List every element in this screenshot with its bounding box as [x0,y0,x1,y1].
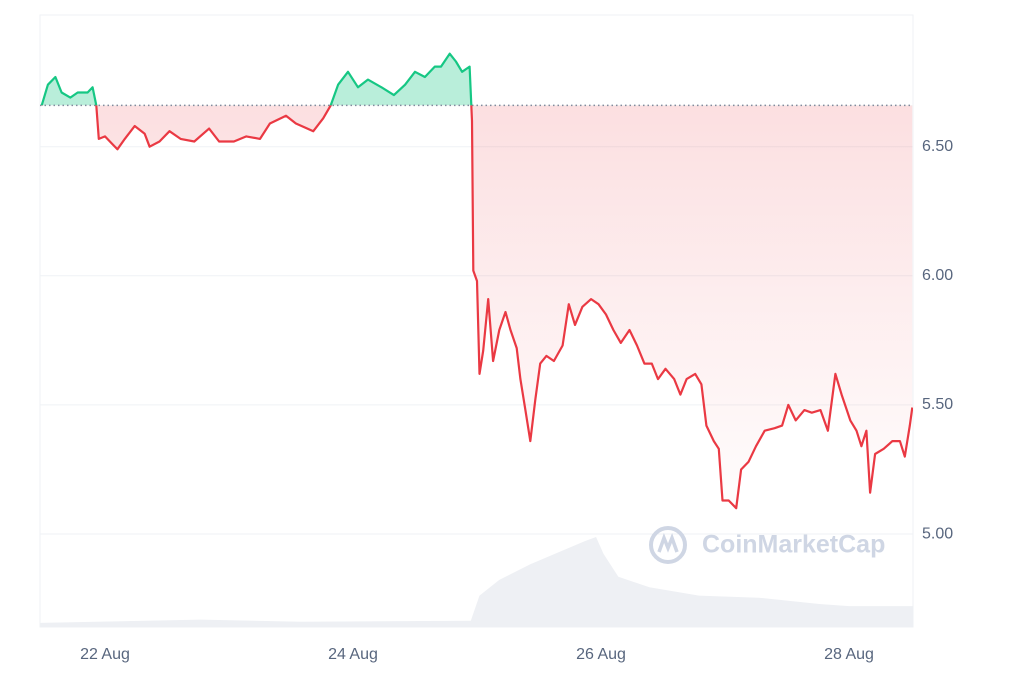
y-tick-label: 5.00 [922,525,953,542]
y-tick-label: 6.50 [922,138,953,155]
watermark-logo [649,526,687,564]
x-tick-label: 26 Aug [576,646,626,663]
area-up [41,53,472,106]
x-tick-label: 22 Aug [80,646,130,663]
price-line-down [41,105,913,510]
volume-area [40,537,914,627]
y-tick-label: 6.00 [922,267,953,284]
watermark: CoinMarketCap [649,526,885,564]
watermark-text: CoinMarketCap [702,531,885,559]
x-tick-label: 24 Aug [328,646,378,663]
area-down [41,105,913,509]
watermark-logo-mark [657,533,679,553]
y-tick-label: 5.50 [922,396,953,413]
x-tick-label: 28 Aug [824,646,874,663]
